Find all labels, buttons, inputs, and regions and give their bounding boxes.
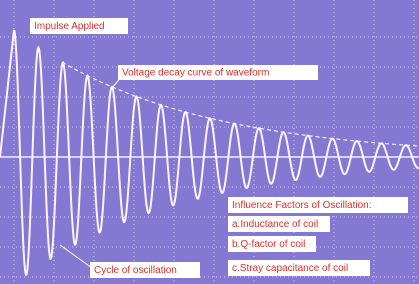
cycle-label: Cycle of oscillation	[94, 265, 177, 276]
impulse-label: Impulse Applied	[34, 21, 105, 32]
oscilloscope: Impulse Applied Voltage decay curve of w…	[0, 0, 419, 284]
factor-item: b.Q-factor of coil	[232, 239, 305, 250]
decay-label: Voltage decay curve of waveform	[122, 68, 269, 79]
factor-item: a.Inductance of coil	[232, 219, 318, 230]
factor-item: c.Stray capacitance of coil	[232, 263, 348, 274]
page: Impulse Applied Voltage decay curve of w…	[0, 0, 419, 284]
factors-title: Influence Factors of Oscillation:	[232, 200, 372, 211]
